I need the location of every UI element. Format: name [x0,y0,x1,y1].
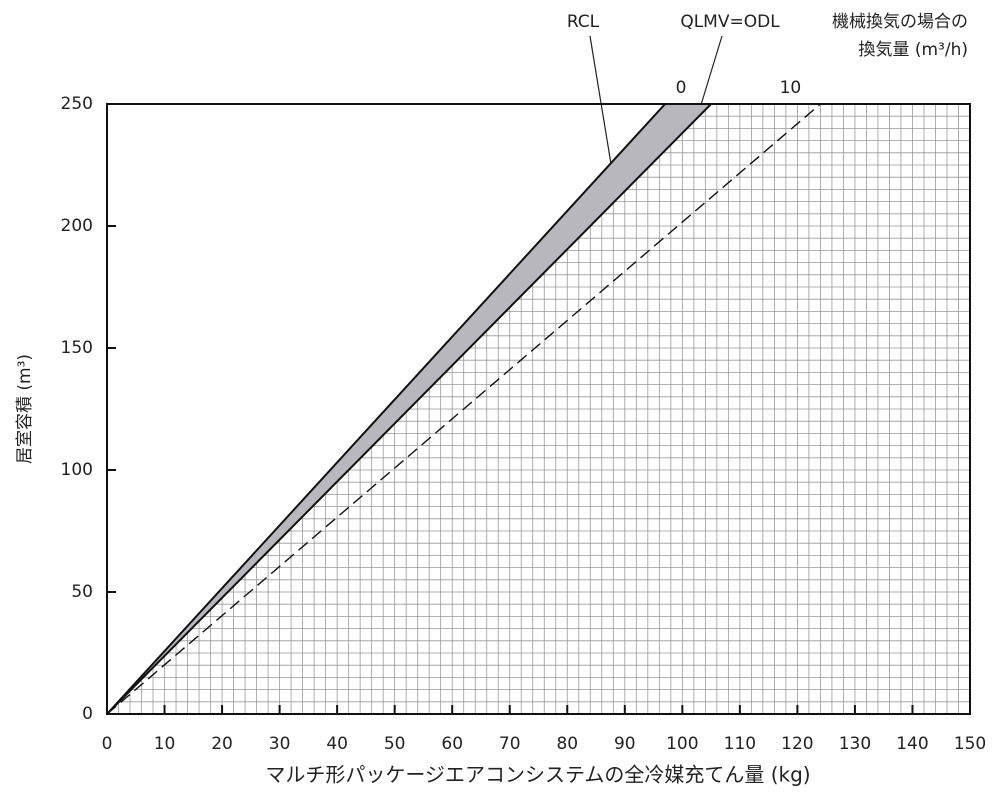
leader-line [589,35,612,165]
ventilation-title: 機械換気の場合の [832,12,968,32]
ventilation-tick-label: 10 [780,78,802,98]
ventilation-tick-label: 0 [676,78,687,98]
x-tick-label: 100 [666,734,698,754]
x-axis-label: マルチ形パッケージエアコンシステムの全冷媒充てん量 (kg) [265,763,810,787]
x-tick-label: 40 [326,734,348,754]
x-tick-label: 60 [441,734,463,754]
x-tick-label: 80 [556,734,578,754]
x-tick-label: 20 [211,734,233,754]
y-tick-label: 150 [61,338,93,358]
plot-frame [106,103,971,715]
series-line [106,103,666,715]
y-tick-label: 100 [61,460,93,480]
x-tick-label: 50 [384,734,406,754]
y-axis-label: 居室容積 (m³) [15,354,35,464]
x-tick-label: 110 [724,734,756,754]
x-tick-label: 150 [954,734,986,754]
y-tick-label: 200 [61,216,93,236]
y-tick-label: 250 [61,94,93,114]
x-tick-label: 10 [154,734,176,754]
x-tick-label: 140 [896,734,928,754]
series-line [106,103,712,715]
ventilation-title: 換気量 (m³/h) [858,40,968,60]
y-tick-label: 50 [71,582,93,602]
x-tick-label: 0 [102,734,113,754]
qlmv-label: QLMV=ODL [680,12,780,32]
x-tick-label: 130 [839,734,871,754]
x-tick-label: 120 [781,734,813,754]
x-tick-label: 30 [269,734,291,754]
series-line [106,103,821,715]
x-tick-label: 70 [499,734,521,754]
rcl-label: RCL [567,12,600,32]
x-tick-label: 90 [614,734,636,754]
hatch-grid [107,104,970,714]
hatch-area [107,104,970,714]
y-tick-label: 0 [82,704,93,724]
